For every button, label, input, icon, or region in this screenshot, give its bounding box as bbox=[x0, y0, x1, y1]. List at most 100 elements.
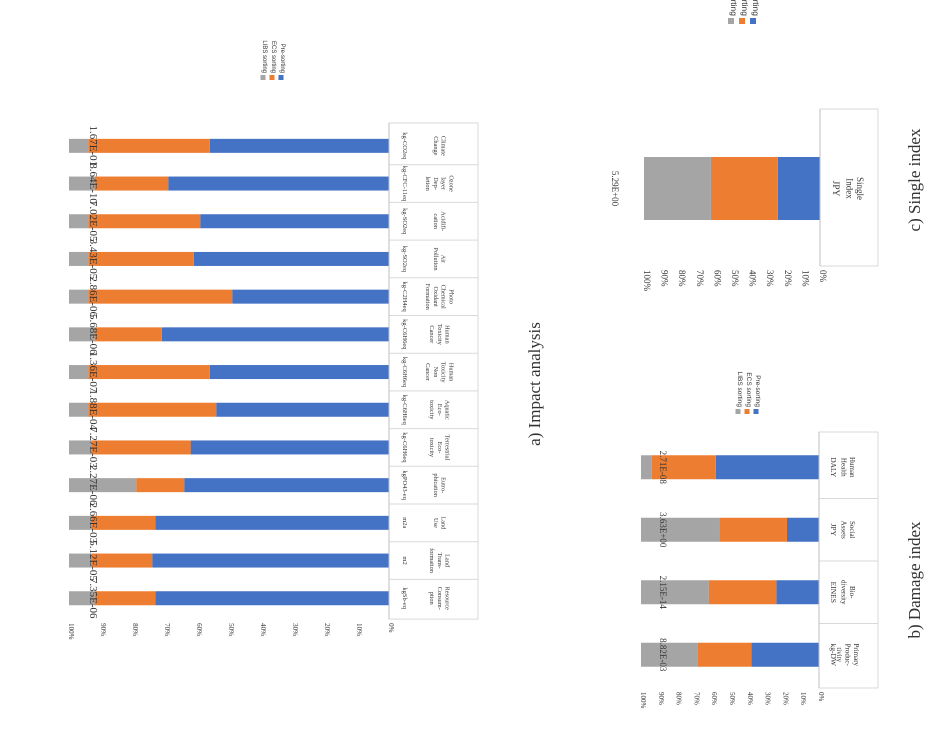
total-value-label: 8.82E-03 bbox=[658, 638, 668, 672]
unit-label: EINES bbox=[829, 582, 838, 603]
bar-ecs-sorting bbox=[136, 478, 185, 493]
category-label-line: Terrestrial bbox=[444, 435, 451, 461]
legend-label: Pre-sorting bbox=[754, 375, 761, 407]
bar-libs-sorting bbox=[641, 517, 720, 542]
bar-libs-sorting bbox=[641, 642, 698, 667]
category-label-text: LandUse bbox=[432, 516, 447, 530]
bar-libs-sorting bbox=[69, 138, 89, 153]
category-label-text: LandTrans-formation bbox=[428, 548, 451, 574]
percent-tick-label: 0% bbox=[387, 623, 395, 633]
percent-tick-label: 70% bbox=[692, 692, 700, 705]
bar-pre-sorting bbox=[200, 214, 389, 229]
percent-tick-label: 50% bbox=[730, 270, 740, 287]
category-label-line: Bio- bbox=[848, 586, 856, 599]
bar-pre-sorting bbox=[216, 402, 389, 417]
bar-libs-sorting bbox=[69, 478, 137, 493]
unit-label: kg-SO2eq bbox=[401, 246, 408, 273]
unit-label: m2a bbox=[401, 517, 408, 528]
category-label-line: Single bbox=[855, 177, 865, 200]
category-label-line: diversity bbox=[839, 580, 847, 605]
panel-label-impact: a) Impact analysis bbox=[525, 322, 544, 446]
legend-label: Pre-sorting bbox=[279, 44, 285, 73]
category-label-line: Ozone bbox=[447, 175, 454, 192]
bar-libs-sorting bbox=[644, 157, 711, 220]
bar-libs-sorting bbox=[69, 214, 89, 229]
category-label-line: Chemical bbox=[440, 285, 447, 309]
category-label-line: letion bbox=[424, 176, 431, 191]
total-value-label: 1.88E-04 bbox=[87, 389, 99, 430]
category-label: OzonelayerDep-letion bbox=[424, 175, 454, 192]
percent-tick-label: 90% bbox=[657, 692, 665, 705]
unit-label: kg-C6H6eq bbox=[401, 357, 408, 388]
percent-tick-label: 60% bbox=[195, 623, 203, 636]
unit-label: kg-C6H6eq bbox=[401, 319, 408, 350]
category-label-text: ClimateChange bbox=[432, 136, 447, 156]
category-label-text: Acidifi-cation bbox=[432, 211, 447, 231]
category-label-line: Consum- bbox=[436, 587, 443, 610]
category-label-text: ResourceConsum-ption bbox=[428, 587, 451, 611]
bar-pre-sorting bbox=[209, 138, 389, 153]
single-index-chart: 0% 10% 20% 30% 40% 50% 60% 70% 80% 90% 100% 5.29E+0… bbox=[610, 0, 879, 292]
total-value-label: 2.27E-06 bbox=[87, 465, 99, 506]
category-label: TerrestrialEco-toxicity bbox=[428, 435, 451, 461]
percent-tick-label: 100% bbox=[639, 692, 647, 709]
bar-libs-sorting bbox=[69, 553, 92, 568]
bar-ecs-sorting bbox=[88, 402, 217, 417]
bar-ecs-sorting bbox=[697, 642, 752, 667]
category-label-line: Photo bbox=[447, 289, 454, 304]
percent-tick-label: 40% bbox=[746, 692, 754, 705]
bar-libs-sorting bbox=[69, 402, 89, 417]
total-value-label: 8.64E-10 bbox=[87, 163, 99, 204]
category-label: HumanHealth bbox=[839, 457, 856, 478]
total-value-label: 7.27E-03 bbox=[87, 427, 99, 468]
panel-label-single: c) Single index bbox=[905, 128, 924, 231]
panel-label-damage: b) Damage index bbox=[905, 521, 924, 639]
category-label: SocialAssets bbox=[839, 521, 856, 540]
category-label-text: HumanHealth bbox=[839, 457, 856, 478]
legend-swatch bbox=[739, 18, 745, 24]
legend-label: Pre-sorting bbox=[751, 0, 761, 16]
category-label-line: Aquatic bbox=[444, 400, 451, 420]
bar-pre-sorting bbox=[209, 365, 389, 380]
legend-swatch bbox=[744, 409, 750, 414]
bar-pre-sorting bbox=[190, 440, 389, 455]
bar-ecs-sorting bbox=[91, 515, 156, 530]
legend-label: LIBS sorting bbox=[261, 40, 267, 73]
legend-swatch bbox=[269, 75, 275, 80]
category-label-line: toxicity bbox=[428, 438, 435, 458]
category-label: Eutro-phication bbox=[432, 473, 447, 497]
bar-pre-sorting bbox=[776, 580, 819, 605]
damage-index-chart: 0% 10% 20% 30% 40% 50% 60% 70% 80% 90% 100% 2.71E-0… bbox=[639, 372, 879, 709]
percent-tick-label: 30% bbox=[764, 692, 772, 705]
category-label-text: Eutro-phication bbox=[432, 473, 447, 497]
category-label: ClimateChange bbox=[432, 136, 447, 156]
bar-ecs-sorting bbox=[651, 455, 716, 480]
total-value-label: 2.71E-08 bbox=[658, 451, 668, 485]
bar-libs-sorting bbox=[69, 327, 95, 342]
total-value-label: 2.15E-14 bbox=[658, 576, 668, 610]
legend-swatch bbox=[728, 18, 734, 24]
category-label-line: tivity bbox=[835, 647, 843, 662]
percent-tick-label: 80% bbox=[677, 270, 687, 287]
category-label: PrimaryProduc-tivity bbox=[835, 643, 860, 666]
bar-pre-sorting bbox=[786, 517, 819, 542]
category-label-line: Non bbox=[432, 367, 439, 379]
category-label: Acidifi-cation bbox=[432, 211, 447, 231]
percent-tick-label: 40% bbox=[259, 623, 267, 636]
category-label-line: Resource bbox=[444, 587, 451, 611]
percent-tick-label: 80% bbox=[131, 623, 139, 636]
percent-tick-label: 0% bbox=[817, 692, 825, 702]
bar-pre-sorting bbox=[161, 327, 389, 342]
bar-pre-sorting bbox=[155, 515, 389, 530]
bar-pre-sorting bbox=[152, 553, 389, 568]
bar-libs-sorting bbox=[69, 591, 95, 606]
unit-label: kg-DW bbox=[829, 644, 838, 667]
total-value-label: 5.29E+00 bbox=[610, 171, 620, 207]
category-label: AirPollution bbox=[432, 247, 447, 271]
category-label-line: Air bbox=[440, 255, 447, 264]
category-label-line: Assets bbox=[839, 521, 847, 540]
category-label: AquaticEco-toxicity bbox=[428, 400, 451, 420]
